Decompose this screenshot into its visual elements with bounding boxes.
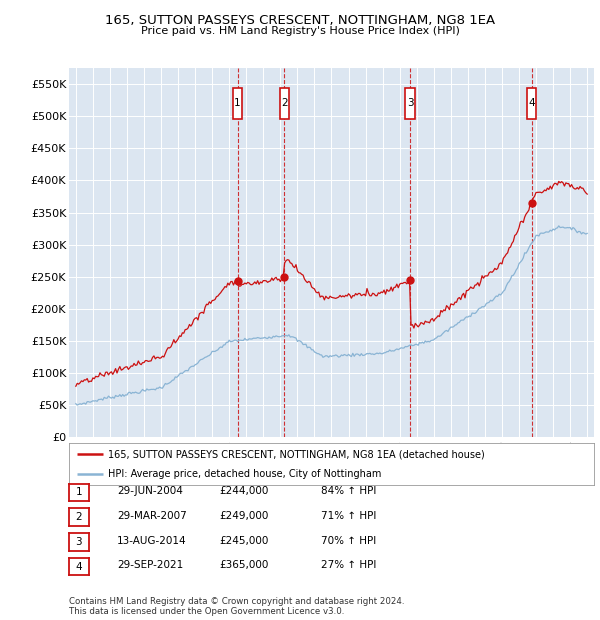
Text: 3: 3 <box>407 99 413 108</box>
Text: 2: 2 <box>76 512 82 522</box>
Text: 70% ↑ HPI: 70% ↑ HPI <box>321 536 376 546</box>
Bar <box>406 88 415 119</box>
Text: 1: 1 <box>234 99 241 108</box>
Text: 29-JUN-2004: 29-JUN-2004 <box>117 486 183 496</box>
Text: 84% ↑ HPI: 84% ↑ HPI <box>321 486 376 496</box>
Text: £365,000: £365,000 <box>219 560 268 570</box>
Text: 165, SUTTON PASSEYS CRESCENT, NOTTINGHAM, NG8 1EA (detached house): 165, SUTTON PASSEYS CRESCENT, NOTTINGHAM… <box>109 449 485 459</box>
Text: £249,000: £249,000 <box>219 511 268 521</box>
Text: 165, SUTTON PASSEYS CRESCENT, NOTTINGHAM, NG8 1EA: 165, SUTTON PASSEYS CRESCENT, NOTTINGHAM… <box>105 14 495 27</box>
Bar <box>280 88 289 119</box>
Bar <box>527 88 536 119</box>
Text: 71% ↑ HPI: 71% ↑ HPI <box>321 511 376 521</box>
Text: This data is licensed under the Open Government Licence v3.0.: This data is licensed under the Open Gov… <box>69 607 344 616</box>
Text: £244,000: £244,000 <box>219 486 268 496</box>
Text: 13-AUG-2014: 13-AUG-2014 <box>117 536 187 546</box>
Text: 4: 4 <box>529 99 535 108</box>
Text: £245,000: £245,000 <box>219 536 268 546</box>
Text: 4: 4 <box>76 562 82 572</box>
Text: Contains HM Land Registry data © Crown copyright and database right 2024.: Contains HM Land Registry data © Crown c… <box>69 597 404 606</box>
Bar <box>233 88 242 119</box>
Text: HPI: Average price, detached house, City of Nottingham: HPI: Average price, detached house, City… <box>109 469 382 479</box>
Text: Price paid vs. HM Land Registry's House Price Index (HPI): Price paid vs. HM Land Registry's House … <box>140 26 460 36</box>
Text: 2: 2 <box>281 99 288 108</box>
Text: 27% ↑ HPI: 27% ↑ HPI <box>321 560 376 570</box>
Text: 29-MAR-2007: 29-MAR-2007 <box>117 511 187 521</box>
Text: 29-SEP-2021: 29-SEP-2021 <box>117 560 183 570</box>
Text: 3: 3 <box>76 537 82 547</box>
Text: 1: 1 <box>76 487 82 497</box>
